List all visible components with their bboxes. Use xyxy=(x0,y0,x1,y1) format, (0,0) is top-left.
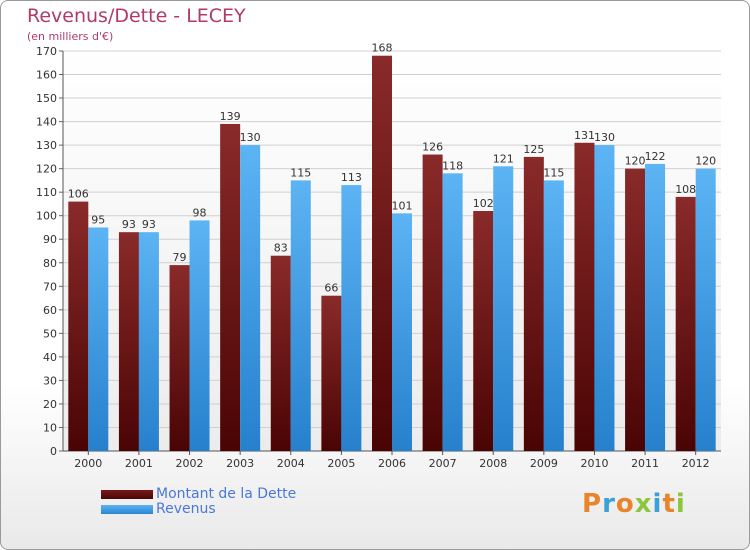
data-label-revenus: 118 xyxy=(442,159,463,172)
bar-revenus xyxy=(493,166,514,451)
data-label-dette: 83 xyxy=(274,242,288,255)
x-tick-label: 2012 xyxy=(682,457,710,470)
legend-label-dette: Montant de la Dette xyxy=(156,486,297,502)
legend-label-revenus: Revenus xyxy=(156,501,216,517)
y-tick-label: 140 xyxy=(36,116,57,129)
bar-revenus xyxy=(543,180,564,452)
data-label-dette: 126 xyxy=(422,141,443,154)
data-label-revenus: 121 xyxy=(493,152,514,165)
bar-dette xyxy=(68,201,89,451)
bar-revenus xyxy=(138,232,159,451)
logo-letter: i xyxy=(652,489,663,519)
y-tick-label: 30 xyxy=(43,374,57,387)
x-tick-label: 2011 xyxy=(631,457,659,470)
bar-dette xyxy=(625,168,646,451)
legend-swatch-dette xyxy=(101,490,153,499)
bar-revenus xyxy=(442,173,463,451)
bar-revenus xyxy=(594,145,615,451)
x-tick-label: 2006 xyxy=(378,457,406,470)
bar-dette xyxy=(321,295,342,451)
logo-letter: x xyxy=(634,489,653,519)
data-label-dette: 108 xyxy=(675,183,696,196)
bar-revenus xyxy=(290,180,311,452)
y-tick-label: 170 xyxy=(36,45,57,58)
x-tick-label: 2000 xyxy=(74,457,102,470)
data-label-revenus: 113 xyxy=(341,171,362,184)
y-tick-label: 70 xyxy=(43,280,57,293)
data-label-revenus: 93 xyxy=(142,218,156,231)
y-tick-label: 60 xyxy=(43,304,57,317)
data-label-dette: 168 xyxy=(372,42,393,55)
y-tick-label: 110 xyxy=(36,186,57,199)
x-tick-label: 2004 xyxy=(277,457,305,470)
data-label-revenus: 101 xyxy=(392,199,413,212)
y-tick-label: 50 xyxy=(43,327,57,340)
data-label-revenus: 98 xyxy=(193,206,207,219)
x-tick-label: 2005 xyxy=(327,457,355,470)
x-tick-label: 2010 xyxy=(580,457,608,470)
chart-title: Revenus/Dette - LECEY xyxy=(27,5,246,27)
x-tick-label: 2008 xyxy=(479,457,507,470)
data-label-dette: 66 xyxy=(324,282,338,295)
data-label-dette: 131 xyxy=(574,129,595,142)
y-tick-label: 130 xyxy=(36,139,57,152)
y-tick-label: 90 xyxy=(43,233,57,246)
y-tick-label: 120 xyxy=(36,163,57,176)
legend-swatch-revenus xyxy=(101,505,153,514)
y-tick-label: 160 xyxy=(36,69,57,82)
bar-dette xyxy=(523,156,544,451)
bar-revenus xyxy=(392,213,412,451)
data-label-dette: 125 xyxy=(523,143,544,156)
logo-letter: r xyxy=(602,489,616,519)
data-label-revenus: 95 xyxy=(91,213,105,226)
y-tick-label: 0 xyxy=(50,445,57,458)
y-tick-label: 80 xyxy=(43,257,57,270)
bar-dette xyxy=(422,154,443,451)
data-label-dette: 106 xyxy=(68,188,89,201)
y-tick-label: 100 xyxy=(36,210,57,223)
bar-dette xyxy=(372,55,392,452)
data-label-dette: 139 xyxy=(220,110,241,123)
x-tick-label: 2002 xyxy=(176,457,204,470)
data-label-revenus: 115 xyxy=(290,166,311,179)
bar-dette xyxy=(270,255,291,451)
logo-letter: P xyxy=(582,489,603,519)
y-tick-label: 40 xyxy=(43,351,57,364)
bar-revenus xyxy=(240,145,261,451)
bar-dette xyxy=(675,196,696,451)
bar-revenus xyxy=(645,163,666,452)
data-label-revenus: 130 xyxy=(594,131,615,144)
data-label-revenus: 115 xyxy=(543,166,564,179)
x-tick-label: 2003 xyxy=(226,457,254,470)
y-tick-label: 20 xyxy=(43,398,57,411)
logo-letter: t xyxy=(662,489,676,519)
data-label-dette: 93 xyxy=(122,218,136,231)
bar-dette xyxy=(118,232,139,451)
bar-dette xyxy=(574,142,595,451)
x-tick-label: 2007 xyxy=(429,457,457,470)
data-label-revenus: 122 xyxy=(645,150,666,163)
chart-subtitle: (en milliers d'€) xyxy=(27,30,114,43)
x-tick-label: 2009 xyxy=(530,457,558,470)
bar-dette xyxy=(473,211,494,451)
proxiti-logo: Proxiti xyxy=(582,489,686,519)
bar-revenus xyxy=(695,168,716,451)
data-label-dette: 79 xyxy=(173,251,187,264)
data-label-revenus: 120 xyxy=(695,155,716,168)
bar-dette xyxy=(220,123,241,452)
bar-dette xyxy=(169,265,190,451)
data-label-dette: 120 xyxy=(625,155,646,168)
y-tick-label: 10 xyxy=(43,421,57,434)
x-tick-label: 2001 xyxy=(125,457,153,470)
data-label-revenus: 130 xyxy=(240,131,261,144)
y-tick-label: 150 xyxy=(36,92,57,105)
data-label-dette: 102 xyxy=(473,197,494,210)
logo-letter: i xyxy=(675,489,686,519)
bar-revenus xyxy=(341,185,362,451)
bar-revenus xyxy=(88,227,109,451)
logo-letter: o xyxy=(615,489,635,519)
bar-revenus xyxy=(189,220,210,451)
